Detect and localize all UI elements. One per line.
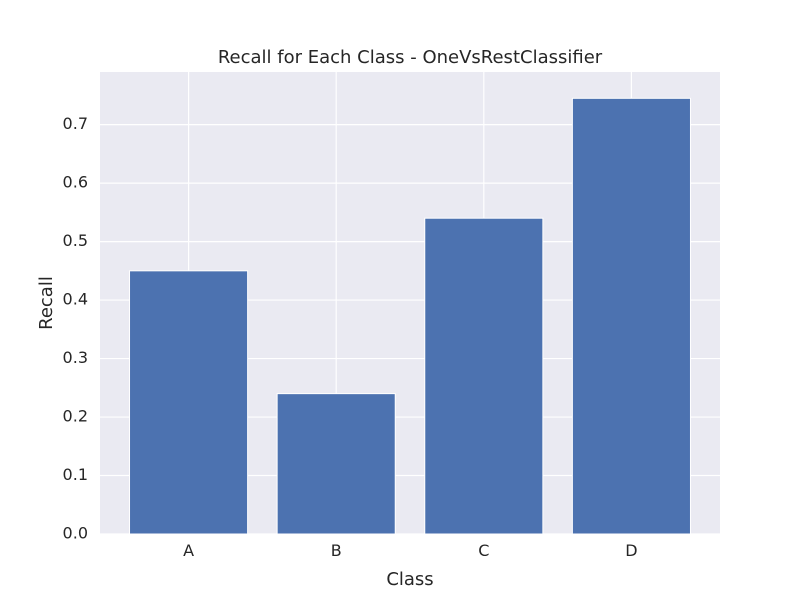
bars: [129, 97, 691, 535]
bar-d: [571, 97, 691, 535]
y-tick-label: 0.6: [63, 173, 88, 192]
y-tick-label: 0.0: [63, 524, 88, 543]
y-tick-label: 0.4: [63, 290, 88, 309]
x-tick-label: B: [331, 541, 342, 560]
x-tick-label: A: [183, 541, 194, 560]
y-axis-label: Recall: [36, 276, 57, 330]
y-tick-label: 0.2: [63, 407, 88, 426]
y-tick-label: 0.5: [63, 231, 88, 250]
x-tick-label: D: [625, 541, 637, 560]
bar-a: [129, 270, 249, 535]
x-tick-label: C: [478, 541, 489, 560]
chart-title: Recall for Each Class - OneVsRestClassif…: [218, 47, 603, 68]
bar-b: [276, 393, 396, 535]
y-tick-label: 0.3: [63, 348, 88, 367]
x-tick-labels: A B C D: [183, 541, 637, 560]
bar-c: [424, 217, 544, 535]
x-axis-label: Class: [386, 569, 433, 590]
y-tick-label: 0.1: [63, 465, 88, 484]
y-tick-labels: 0.0 0.1 0.2 0.3 0.4 0.5 0.6 0.7: [63, 114, 88, 542]
y-tick-label: 0.7: [63, 114, 88, 133]
